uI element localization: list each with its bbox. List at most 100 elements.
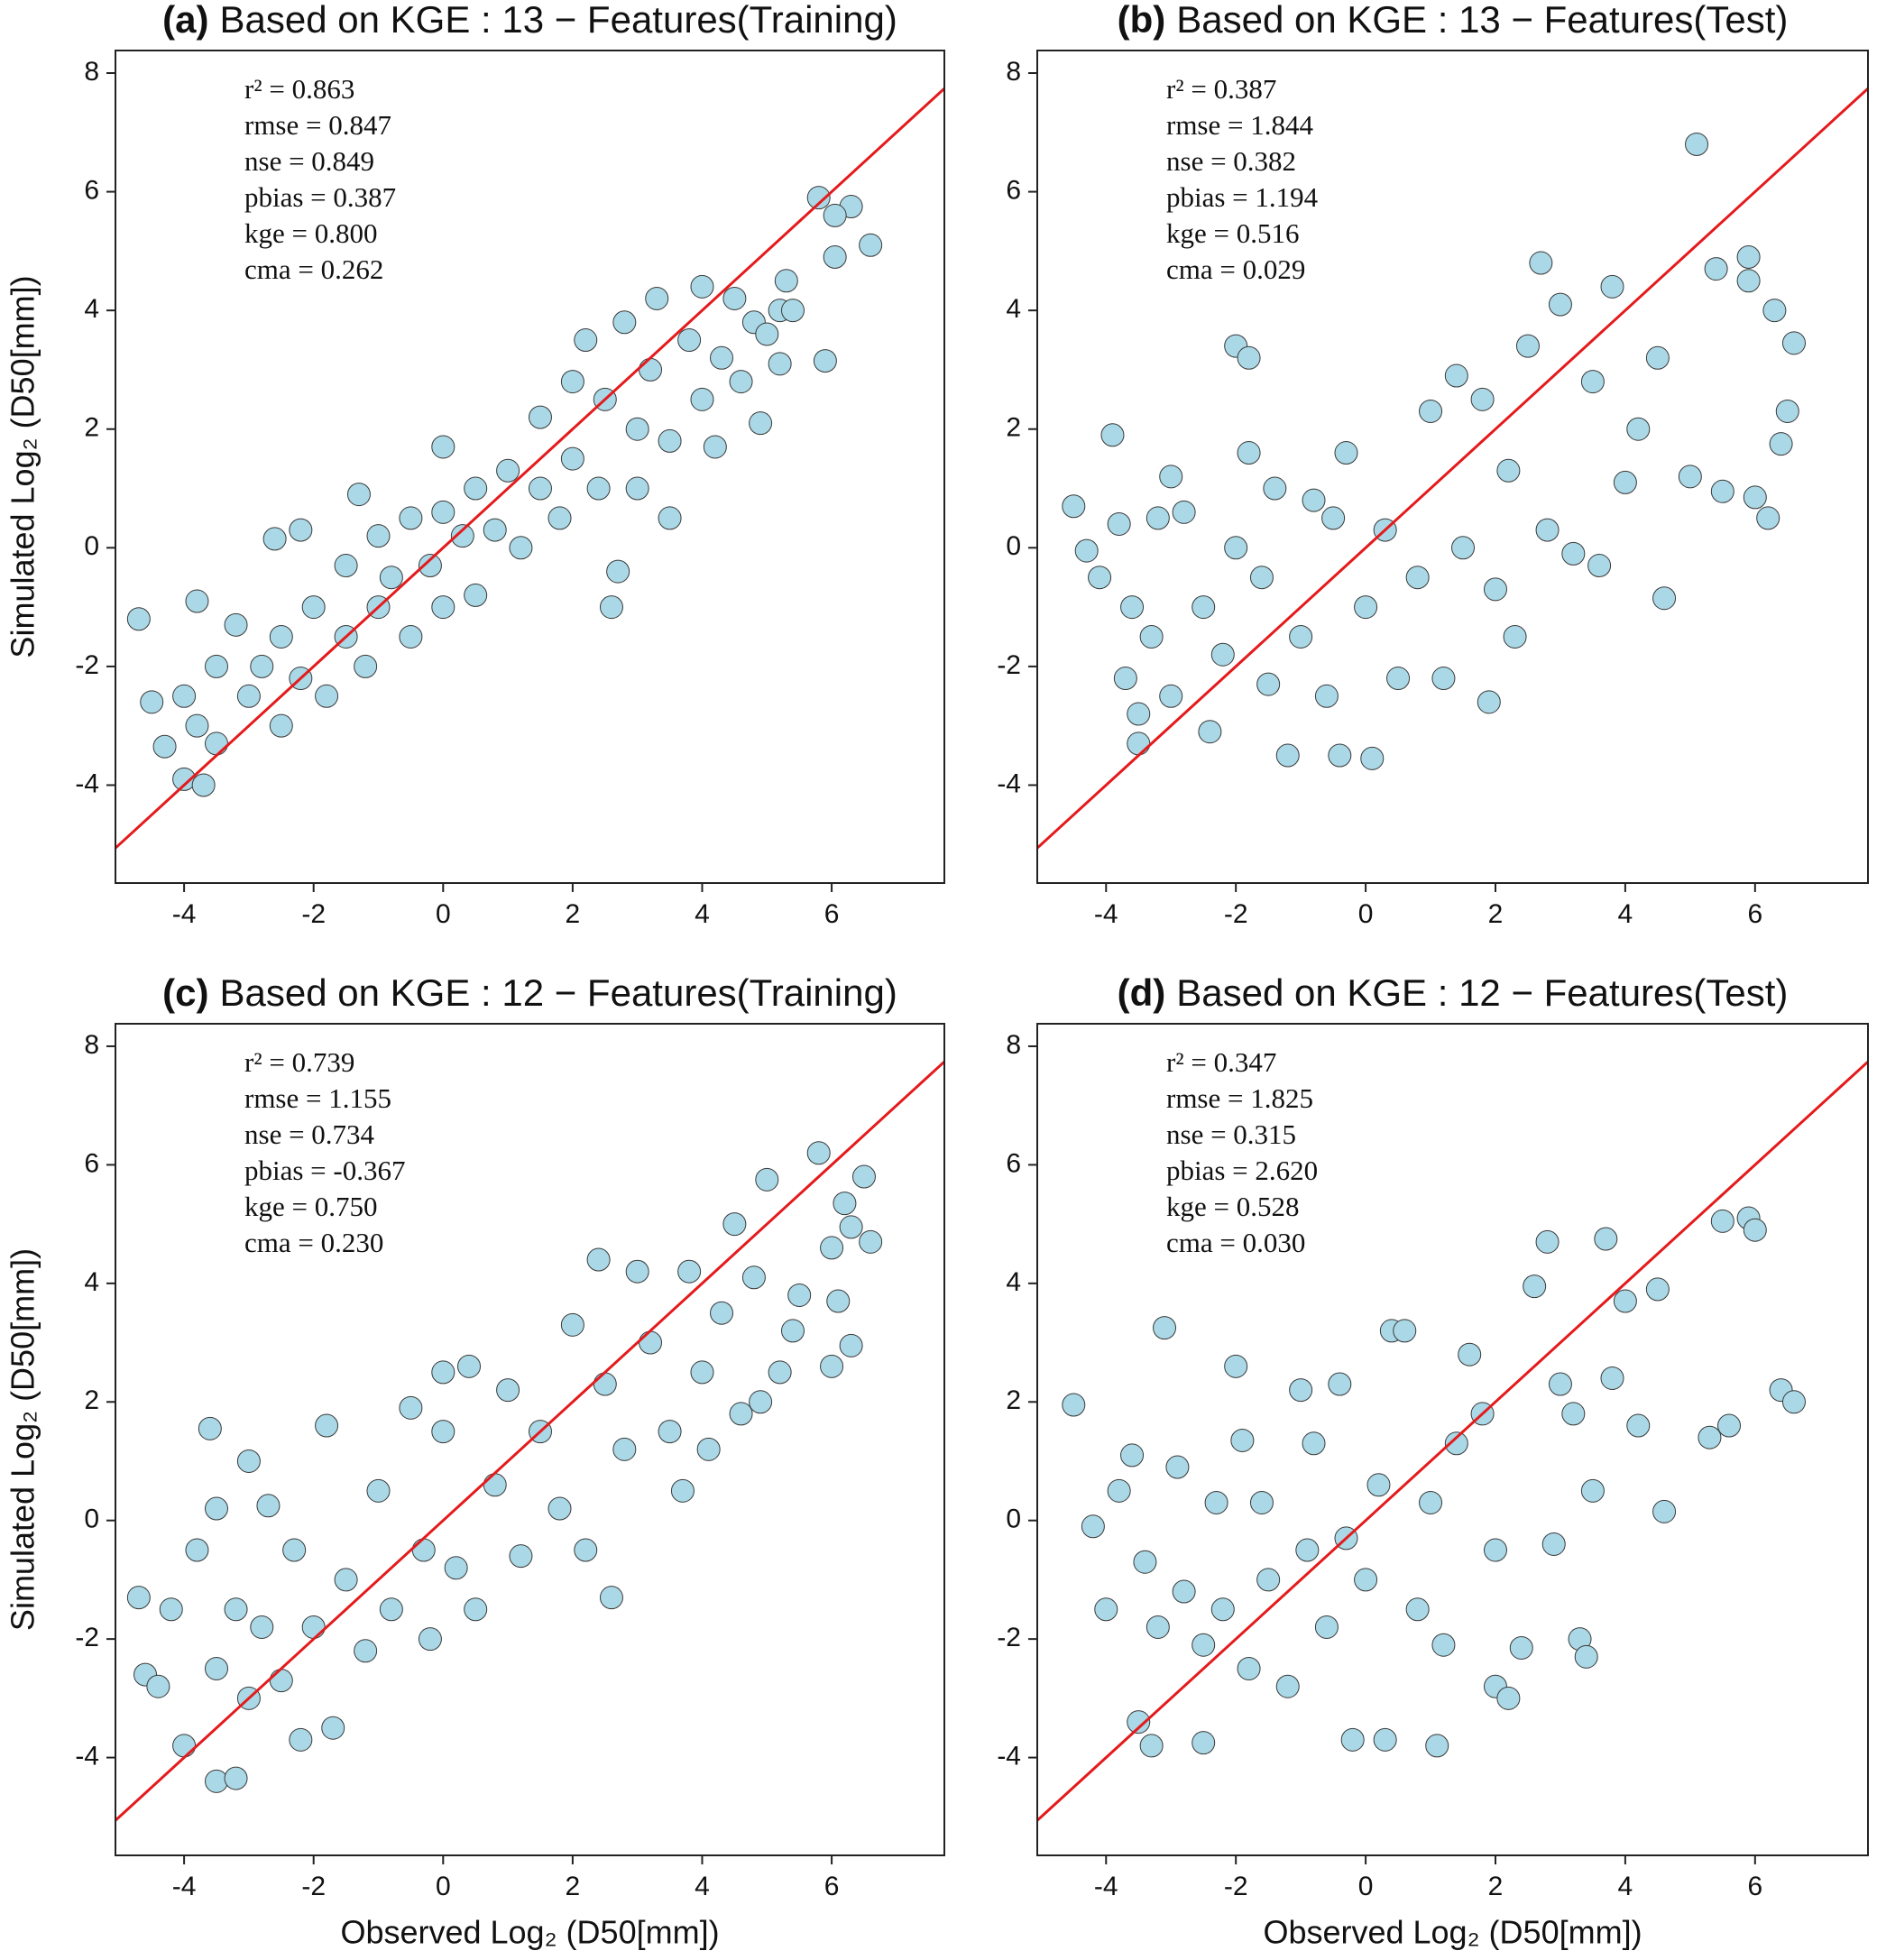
point <box>1340 1727 1365 1752</box>
x-tick-label: 6 <box>1747 899 1762 929</box>
point <box>282 1538 307 1562</box>
point <box>496 1378 520 1403</box>
panel: (a) Based on KGE : 13 − Features(Training… <box>5 0 946 929</box>
point <box>1210 1597 1235 1622</box>
point <box>599 1586 623 1610</box>
point <box>839 1215 863 1239</box>
point <box>1645 1277 1670 1302</box>
x-tick-label: 2 <box>1488 899 1504 929</box>
title-text: Based on KGE : 13 − Features(Test) <box>1176 0 1788 41</box>
point <box>1652 586 1677 611</box>
point <box>780 1319 805 1343</box>
point <box>172 684 197 708</box>
stat-annotation: r² = 0.387 <box>1166 73 1276 105</box>
point <box>1321 506 1346 530</box>
point <box>1198 720 1222 744</box>
point <box>1580 1478 1605 1503</box>
point <box>1600 1366 1624 1390</box>
point <box>1373 1727 1397 1752</box>
x-tick-label: 2 <box>566 1872 581 1901</box>
x-tick-label: -4 <box>1094 899 1118 929</box>
point <box>1062 1393 1086 1417</box>
point <box>1146 1615 1170 1639</box>
point <box>224 612 248 637</box>
point <box>483 518 507 542</box>
point <box>1535 518 1560 542</box>
point <box>346 483 371 507</box>
point <box>496 458 520 483</box>
point <box>1334 441 1358 465</box>
point <box>1613 1289 1637 1313</box>
x-tick-label: 0 <box>436 899 451 929</box>
x-tick-label: -4 <box>1094 1872 1118 1901</box>
point <box>1153 1316 1177 1340</box>
y-tick-label: -4 <box>75 768 99 798</box>
point <box>315 684 339 708</box>
y-tick-label: 0 <box>84 531 99 561</box>
stat-annotation: kge = 0.750 <box>244 1191 378 1222</box>
point <box>677 328 702 353</box>
point <box>1159 684 1183 708</box>
point <box>1366 1473 1391 1497</box>
point <box>1781 1390 1806 1414</box>
point <box>301 1615 326 1639</box>
point <box>729 1402 753 1426</box>
point <box>185 589 209 613</box>
panel-label: (d) <box>1118 971 1166 1014</box>
point <box>690 387 714 411</box>
point <box>806 1141 831 1165</box>
point <box>1172 1579 1196 1604</box>
point <box>1088 566 1112 590</box>
point <box>205 732 229 756</box>
y-tick-label: 0 <box>1006 1505 1021 1534</box>
point <box>639 1330 663 1355</box>
stat-annotation: kge = 0.800 <box>244 217 378 249</box>
y-tick-label: 6 <box>1006 1148 1021 1178</box>
stat-annotation: kge = 0.516 <box>1166 217 1300 249</box>
point <box>1548 1372 1572 1396</box>
point <box>1393 1319 1417 1343</box>
point <box>813 349 837 373</box>
point <box>710 345 734 370</box>
point <box>262 527 287 551</box>
point <box>159 1597 183 1622</box>
point <box>1094 1597 1118 1622</box>
x-axis-label: Observed Log₂ (D50[mm]) <box>1263 1914 1642 1951</box>
point <box>1237 1656 1261 1680</box>
point <box>236 1449 261 1473</box>
y-tick-label: 4 <box>1006 1267 1021 1297</box>
point <box>1100 423 1125 447</box>
point <box>1710 479 1734 503</box>
point <box>366 524 391 548</box>
point <box>1133 1550 1157 1574</box>
points <box>126 1141 883 1793</box>
y-tick-label: 2 <box>84 1385 99 1415</box>
stat-annotation: kge = 0.528 <box>1166 1191 1300 1222</box>
stat-annotation: cma = 0.030 <box>1166 1227 1305 1258</box>
y-tick-label: 6 <box>84 175 99 205</box>
panel-label: (c) <box>162 971 208 1014</box>
point <box>1354 1568 1378 1592</box>
point <box>224 1766 248 1790</box>
y-tick-label: -4 <box>997 1741 1021 1771</box>
point <box>1256 1568 1281 1592</box>
point <box>321 1716 345 1740</box>
stat-annotation: cma = 0.262 <box>244 253 383 285</box>
point <box>354 654 378 678</box>
point <box>1717 1413 1742 1438</box>
point <box>768 352 792 376</box>
x-tick-label: -4 <box>172 1872 197 1901</box>
point <box>418 554 442 578</box>
y-tick-label: 4 <box>84 294 99 324</box>
point <box>749 411 773 436</box>
stat-annotation: cma = 0.230 <box>244 1227 383 1258</box>
point <box>431 500 455 524</box>
point <box>1580 370 1605 394</box>
y-tick-label: 8 <box>84 57 99 87</box>
point <box>1289 1378 1313 1403</box>
point <box>612 1437 637 1461</box>
stat-annotation: rmse = 1.825 <box>1166 1082 1313 1114</box>
point <box>1107 511 1131 536</box>
point <box>599 595 623 620</box>
